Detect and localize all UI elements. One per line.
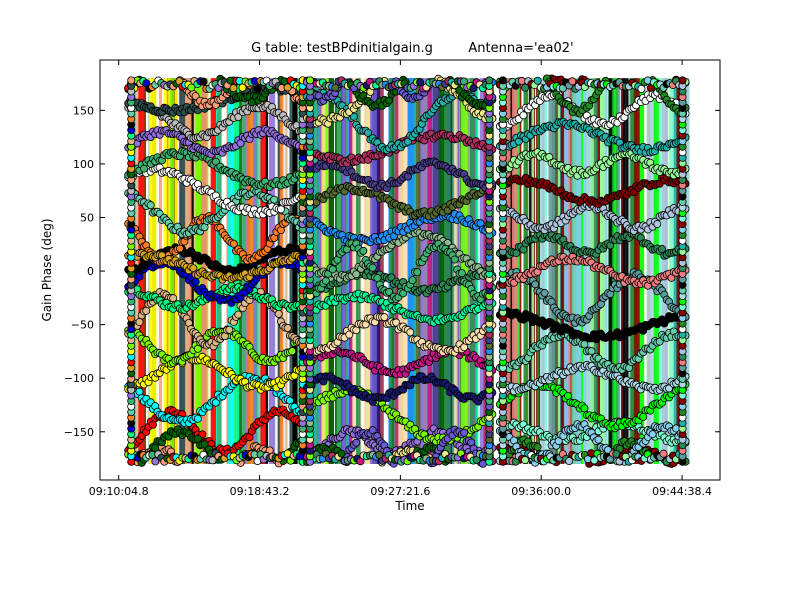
phase-wrap-streak [169, 78, 176, 464]
data-point [533, 442, 542, 451]
data-point [580, 404, 589, 413]
scan-group [303, 74, 497, 468]
phase-wrap-streak [168, 78, 171, 464]
phase-wrap-streak [389, 78, 393, 464]
data-point [175, 244, 184, 253]
data-points-layer [124, 74, 690, 468]
phase-wrap-streak [285, 78, 288, 464]
data-point [521, 456, 530, 465]
data-point [169, 294, 178, 303]
data-point [352, 438, 361, 447]
data-point [639, 412, 648, 421]
phase-wrap-streak [158, 78, 165, 464]
data-point [283, 323, 292, 332]
data-point [460, 428, 469, 437]
data-point [328, 265, 337, 274]
data-point [368, 263, 377, 272]
phase-wrap-streak [399, 78, 404, 464]
data-point [653, 220, 662, 229]
data-point [135, 318, 144, 327]
chart-title-antenna: Antenna='ea02' [468, 41, 573, 56]
phase-wrap-streak [548, 78, 555, 464]
phase-wrap-streak [281, 78, 287, 464]
data-point [225, 325, 234, 334]
scan-group [495, 74, 690, 468]
data-point [229, 239, 238, 248]
data-point [531, 280, 540, 289]
data-point [321, 276, 330, 285]
data-point [406, 328, 415, 337]
phase-wrap-streak [289, 78, 293, 464]
data-point [337, 449, 346, 458]
data-point [270, 195, 279, 204]
data-point [234, 310, 243, 319]
data-point [648, 430, 657, 439]
data-point [485, 76, 494, 85]
data-point [408, 276, 417, 285]
data-point [193, 414, 202, 423]
phase-wrap-streak [292, 78, 298, 464]
data-point [187, 83, 196, 92]
data-point [253, 84, 262, 93]
data-point [199, 77, 208, 86]
data-point [288, 347, 297, 356]
data-point [127, 76, 136, 85]
data-point [540, 288, 549, 297]
data-point [533, 76, 542, 85]
phase-wrap-streak [616, 78, 620, 464]
data-point [229, 84, 238, 93]
phase-wrap-streak [275, 78, 282, 464]
phase-wrap-streak [622, 78, 629, 464]
data-point [151, 457, 160, 466]
data-point [457, 269, 466, 278]
data-point [380, 313, 389, 322]
data-point [306, 76, 315, 85]
phase-wrap-streak [164, 78, 168, 464]
data-point [208, 456, 217, 465]
data-point [276, 205, 285, 214]
data-point [191, 277, 200, 286]
data-point [519, 111, 528, 120]
data-point [359, 246, 368, 255]
phase-wrap-streak [394, 78, 399, 464]
data-point [274, 309, 283, 318]
data-point [283, 83, 292, 92]
data-point [200, 440, 209, 449]
phase-wrap-streak [279, 78, 284, 464]
data-point [373, 273, 382, 282]
data-point [594, 435, 603, 444]
chart-title-table: G table: testBPdinitialgain.g [251, 41, 433, 56]
data-point [450, 255, 459, 264]
data-point [211, 398, 220, 407]
data-point [146, 201, 155, 210]
scan-group [124, 74, 311, 468]
data-point [142, 306, 151, 315]
data-point [413, 268, 422, 277]
